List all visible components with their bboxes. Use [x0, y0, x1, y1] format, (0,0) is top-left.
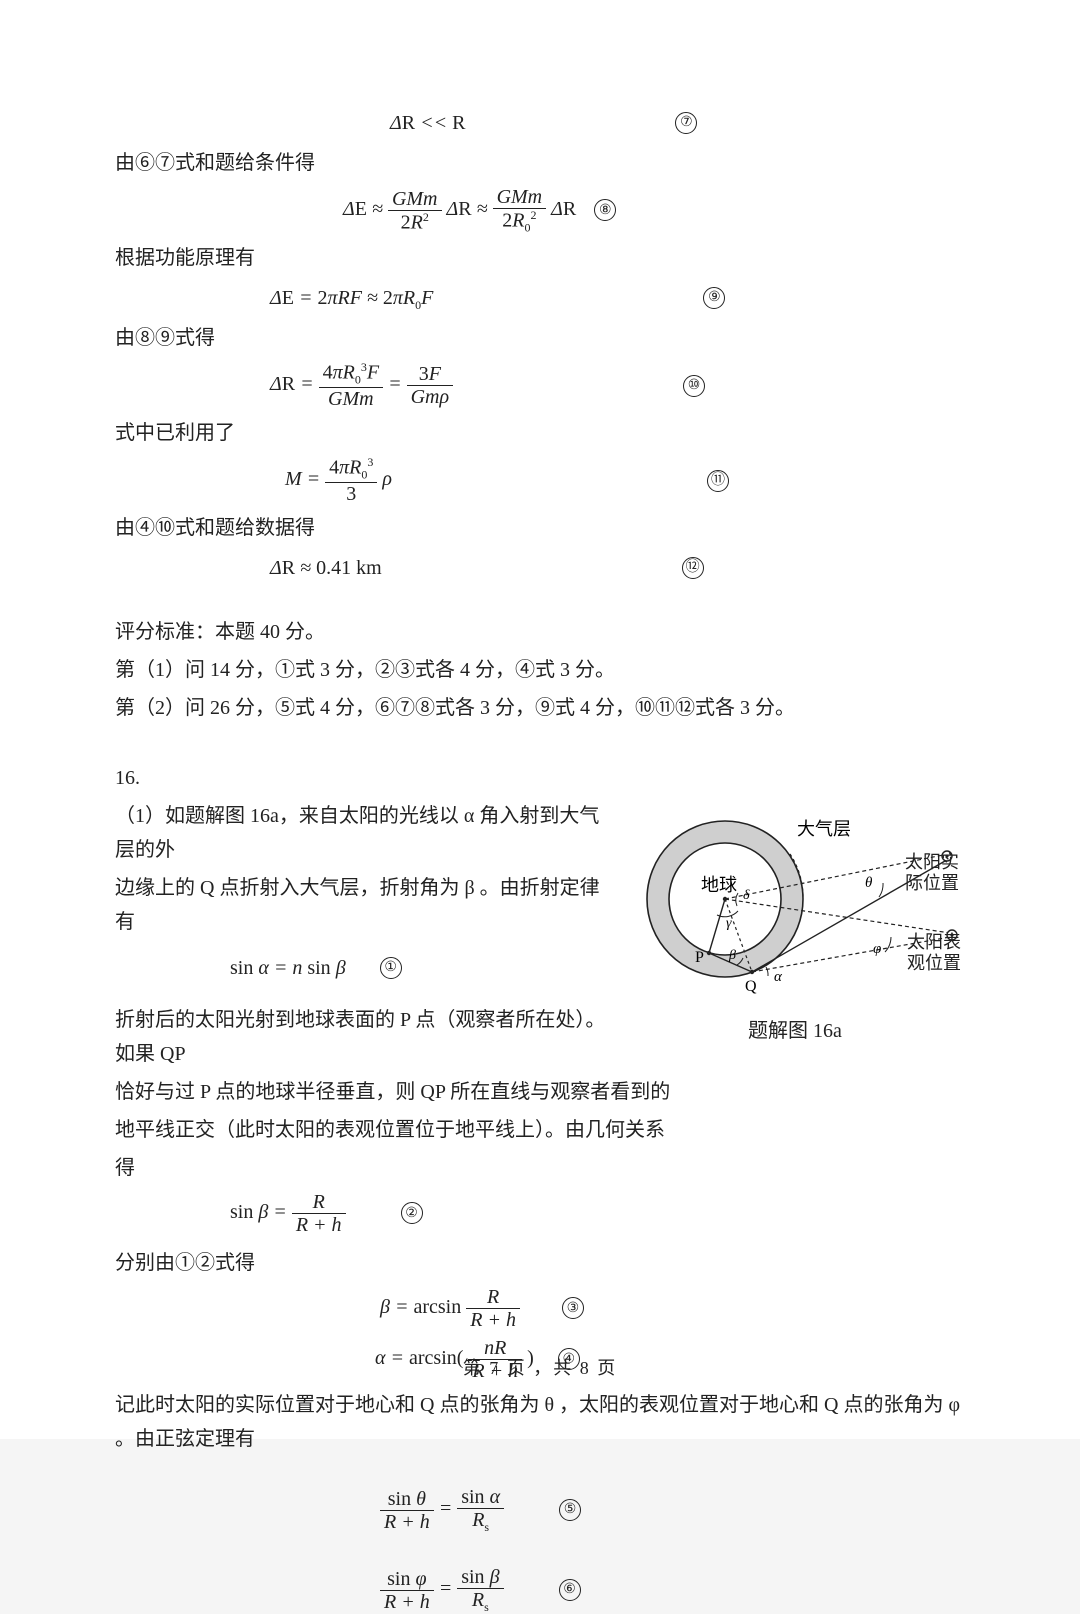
text-line: 根据功能原理有: [115, 241, 965, 275]
eq-number-8: ⑧: [594, 199, 616, 221]
svg-text:α: α: [774, 969, 783, 985]
label-sun-apparent: 太阳表观位置: [907, 932, 977, 973]
equation-9: ΔE = 2πRF ≈ 2πR0F ⑨: [115, 281, 965, 315]
scoring-line: 第（1）问 14 分，①式 3 分，②③式各 4 分，④式 3 分。: [115, 653, 965, 687]
equation-12: ΔR ≈ 0.41 km ⑫: [115, 551, 965, 585]
equation-11: M = 4πR033 ρ ⑪: [115, 456, 965, 505]
svg-text:β: β: [728, 948, 736, 963]
equation-10: ΔR = 4πR03FGMm = 3FGmρ ⑩: [115, 361, 965, 410]
equation-8: ΔE ≈ GMm2R2 ΔR ≈ GMm2R02 ΔR ⑧: [115, 186, 965, 235]
svg-text:地球: 地球: [701, 875, 737, 895]
svg-text:θ: θ: [865, 875, 873, 891]
text-line: 恰好与过 P 点的地球半径垂直，则 QP 所在直线与观察者看到的: [115, 1075, 965, 1109]
text-line: 分别由①②式得: [115, 1246, 965, 1280]
equation-q16-5: sin θR + h = sin αRs ⑤: [115, 1486, 965, 1534]
svg-text:P: P: [695, 949, 704, 966]
equation-q16-1: sin α = n sin β ①: [115, 951, 617, 985]
eq-number-9: ⑨: [703, 287, 725, 309]
text-line: 由⑥⑦式和题给条件得: [115, 146, 965, 180]
diagram-caption: 题解图 16a: [625, 1014, 965, 1048]
svg-text:γ: γ: [726, 916, 732, 931]
equation-7: ΔR << R ⑦: [115, 106, 965, 140]
eq-number-q16-2: ②: [401, 1202, 423, 1224]
equation-q16-2: sin β = RR + h ②: [115, 1191, 965, 1236]
eq-number-11: ⑪: [707, 470, 729, 492]
text-line: 地平线正交（此时太阳的表观位置位于地平线上）。由几何关系: [115, 1113, 965, 1147]
text-line: 由⑧⑨式得: [115, 321, 965, 355]
label-sun-real: 太阳实际位置: [905, 852, 975, 893]
eq-number-12: ⑫: [682, 557, 704, 579]
eq-number-7: ⑦: [675, 112, 697, 134]
text-line: 由④⑩式和题给数据得: [115, 511, 965, 545]
diagram-16a: 大气层 地球 P Q δ γ β α θ φ 太阳实际位置 太阳表观位置 题解图…: [625, 799, 965, 1048]
eq-number-10: ⑩: [683, 375, 705, 397]
text-line: 式中已利用了: [115, 416, 965, 450]
eq-number-q16-6: ⑥: [559, 1579, 581, 1601]
scoring-line: 第（2）问 26 分，⑤式 4 分，⑥⑦⑧式各 3 分，⑨式 4 分，⑩⑪⑫式各…: [115, 691, 965, 725]
text-line: 记此时太阳的实际位置对于地心和 Q 点的张角为 θ ，太阳的表观位置对于地心和 …: [115, 1388, 965, 1456]
eq-number-q16-5: ⑤: [559, 1499, 581, 1521]
svg-text:δ: δ: [743, 888, 750, 903]
question-number: 16.: [115, 761, 965, 795]
equation-q16-3: β = arcsin RR + h ③: [115, 1286, 965, 1331]
scoring-line: 评分标准：本题 40 分。: [115, 615, 965, 649]
svg-text:大气层: 大气层: [797, 819, 851, 839]
equation-q16-6: sin φR + h = sin βRs ⑥: [115, 1566, 965, 1614]
svg-text:φ: φ: [873, 941, 881, 957]
svg-text:Q: Q: [745, 978, 757, 995]
eq-number-q16-1: ①: [380, 957, 402, 979]
eq-number-q16-3: ③: [562, 1297, 584, 1319]
page-footer: 第 7 页 ，共 8 页: [0, 1353, 1080, 1384]
text-line: 得: [115, 1151, 965, 1185]
page: ΔR << R ⑦ 由⑥⑦式和题给条件得 ΔE ≈ GMm2R2 ΔR ≈ GM…: [0, 0, 1080, 1439]
